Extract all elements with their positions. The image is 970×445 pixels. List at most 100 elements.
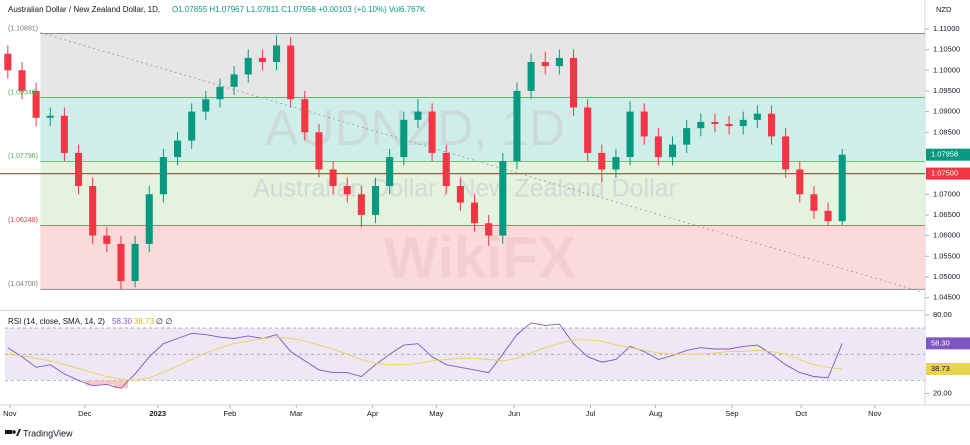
rsi-ma-value: 38.73 xyxy=(134,317,155,326)
candle-body xyxy=(159,157,167,195)
rsi-oversold xyxy=(85,380,100,386)
logo-dot xyxy=(12,430,16,434)
candle-body xyxy=(301,99,309,133)
candle-body xyxy=(513,90,521,162)
rsi-y-tick-label: 80.00 xyxy=(933,310,952,319)
x-tick-label: Mar xyxy=(290,409,303,418)
candle-body xyxy=(739,119,747,127)
candle-body xyxy=(612,157,620,170)
logo-slash xyxy=(16,429,21,436)
candle-body xyxy=(767,113,776,137)
candle-body xyxy=(244,57,252,75)
y-tick-label: 1.10000 xyxy=(933,65,960,74)
x-tick-label: Jul xyxy=(586,409,596,418)
candle-body xyxy=(75,152,83,186)
price-line-label: 1.07500 xyxy=(931,169,958,178)
x-tick-label: 2023 xyxy=(149,409,166,418)
rsi-na: ∅ ∅ xyxy=(156,317,172,326)
last-price-label: 1.07958 xyxy=(931,150,958,159)
candle-body xyxy=(287,45,295,100)
last-price-box xyxy=(926,148,970,161)
y-tick-label: 1.04500 xyxy=(933,293,960,302)
candle-body xyxy=(626,111,634,158)
candle-body xyxy=(60,115,68,153)
y-tick-label: 1.10500 xyxy=(933,45,960,54)
candle-body xyxy=(824,210,832,222)
brand-watermark: WikiFX xyxy=(384,225,577,290)
fib-label: (1.10891) xyxy=(8,25,38,32)
x-tick-label: Apr xyxy=(367,409,379,418)
candle-body xyxy=(89,186,97,236)
candle-body xyxy=(782,136,790,170)
candle-body xyxy=(527,62,535,91)
fib-label: (1.07796) xyxy=(8,153,38,160)
candle-body xyxy=(32,90,40,118)
y-tick-label: 1.05500 xyxy=(933,251,960,260)
rsi-line xyxy=(7,322,843,389)
candle-body xyxy=(668,144,677,158)
candle-body xyxy=(216,86,224,100)
y-tick-label: 1.11000 xyxy=(933,24,960,33)
fib-zone xyxy=(40,161,926,226)
candle-body xyxy=(117,243,125,282)
candle-body xyxy=(640,111,648,137)
candle-body xyxy=(145,194,153,244)
candle-body xyxy=(598,152,606,170)
x-tick-label: May xyxy=(429,409,443,418)
candle-body xyxy=(202,99,210,112)
candle-body xyxy=(131,243,139,282)
candle-body xyxy=(258,57,266,62)
rsi-value: 58.30 xyxy=(112,317,133,326)
x-tick-label: Sep xyxy=(725,409,738,418)
rsi-value-box xyxy=(926,337,970,350)
candle-body xyxy=(442,152,450,186)
candle-body xyxy=(103,235,111,244)
y-tick-label: 1.08500 xyxy=(933,127,960,136)
y-tick-label: 1.09000 xyxy=(933,107,960,116)
x-tick-label: Nov xyxy=(3,409,17,418)
candle-body xyxy=(838,154,846,222)
candle-body xyxy=(485,223,493,236)
candle-body xyxy=(414,111,422,120)
rsi-oversold xyxy=(99,380,114,385)
candle-body xyxy=(697,121,705,129)
candle-body xyxy=(315,132,323,170)
candle-body xyxy=(173,140,182,158)
candle-body xyxy=(357,194,365,215)
candle-body xyxy=(470,202,479,224)
candle-body xyxy=(569,57,578,108)
candle-body xyxy=(810,194,818,211)
price-line-box xyxy=(926,167,970,180)
y-tick-label: 1.05000 xyxy=(933,272,960,281)
candle-body xyxy=(555,57,563,67)
rsi-value-label: 58.30 xyxy=(931,338,950,347)
currency-label: NZD xyxy=(936,5,952,14)
candle-body xyxy=(230,74,238,87)
watermark-sub: Australian Dollar / New Zealand Dollar xyxy=(253,175,677,203)
x-tick-label: Aug xyxy=(649,409,662,418)
candle-body xyxy=(541,62,549,67)
y-tick-label: 1.06500 xyxy=(933,210,960,219)
fib-zone xyxy=(40,225,926,290)
y-tick-label: 1.06000 xyxy=(933,231,960,240)
fib-label: (1.06248) xyxy=(8,217,38,224)
candle-body xyxy=(711,121,719,124)
symbol-title: Australian Dollar / New Zealand Dollar, … xyxy=(8,5,160,14)
ohlc-info: O1.07855 H1.07967 L1.07811 C1.07958 +0.0… xyxy=(172,5,426,14)
fib-zone xyxy=(40,97,926,162)
x-tick-label: Dec xyxy=(78,409,92,418)
logo-bar xyxy=(5,430,12,434)
x-tick-label: Jun xyxy=(508,409,520,418)
fib-zone xyxy=(40,33,926,98)
rsi-y-tick-label: 20.00 xyxy=(933,389,952,398)
marks-layer xyxy=(4,35,846,389)
tv-logo xyxy=(5,429,21,436)
rsi-line xyxy=(7,336,843,381)
footer-brand: TradingView xyxy=(23,428,73,438)
candle-body xyxy=(753,113,761,120)
candle-body xyxy=(18,70,26,91)
candle-body xyxy=(796,169,804,195)
candle-body xyxy=(46,115,54,118)
x-tick-label: Feb xyxy=(223,409,236,418)
